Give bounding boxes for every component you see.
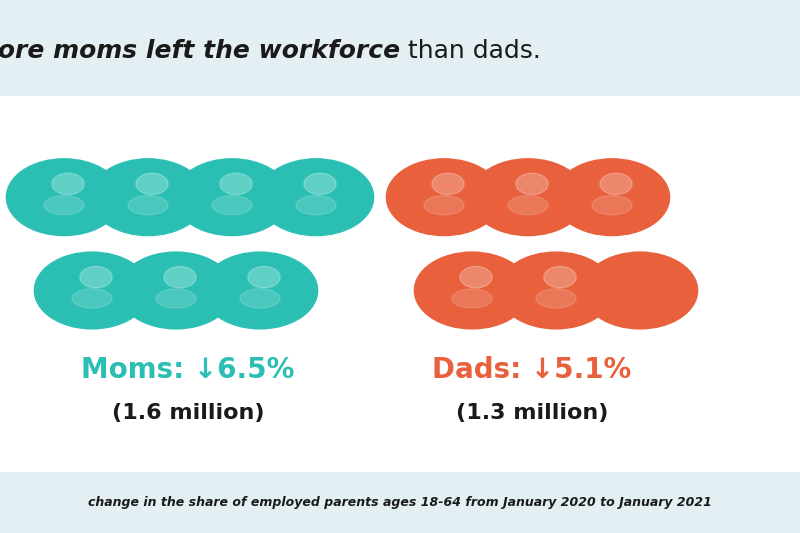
Bar <box>0 472 800 533</box>
Text: (1.3 million): (1.3 million) <box>456 403 608 423</box>
Circle shape <box>460 266 492 288</box>
Ellipse shape <box>592 196 632 215</box>
Circle shape <box>600 173 632 195</box>
Circle shape <box>220 173 252 195</box>
Circle shape <box>136 173 168 195</box>
Text: Dads: ↓5.1%: Dads: ↓5.1% <box>432 357 632 384</box>
Circle shape <box>554 159 670 236</box>
Ellipse shape <box>296 196 336 215</box>
Circle shape <box>258 159 374 236</box>
Ellipse shape <box>128 196 168 215</box>
Circle shape <box>52 173 84 195</box>
Circle shape <box>202 252 318 329</box>
Text: change in the share of employed parents ages 18-64 from January 2020 to January : change in the share of employed parents … <box>88 496 712 509</box>
Bar <box>0 0 800 96</box>
Ellipse shape <box>452 289 492 308</box>
Text: Moms: ↓6.5%: Moms: ↓6.5% <box>82 357 294 384</box>
Circle shape <box>304 173 336 195</box>
Circle shape <box>498 252 614 329</box>
Circle shape <box>516 173 548 195</box>
Circle shape <box>432 173 464 195</box>
Ellipse shape <box>240 289 280 308</box>
Circle shape <box>118 252 234 329</box>
Text: (1.6 million): (1.6 million) <box>112 403 264 423</box>
Ellipse shape <box>72 289 112 308</box>
Ellipse shape <box>424 196 464 215</box>
Ellipse shape <box>508 196 548 215</box>
Circle shape <box>90 159 206 236</box>
Circle shape <box>6 159 122 236</box>
Ellipse shape <box>156 289 196 308</box>
Circle shape <box>34 252 150 329</box>
Circle shape <box>174 159 290 236</box>
Circle shape <box>470 159 586 236</box>
Text: More moms left the workforce: More moms left the workforce <box>0 38 400 63</box>
Circle shape <box>414 252 530 329</box>
Text: than dads.: than dads. <box>400 38 541 63</box>
Circle shape <box>386 159 502 236</box>
Circle shape <box>544 266 576 288</box>
Circle shape <box>164 266 196 288</box>
Ellipse shape <box>44 196 84 215</box>
Ellipse shape <box>536 289 576 308</box>
Circle shape <box>80 266 112 288</box>
Ellipse shape <box>212 196 252 215</box>
Circle shape <box>248 266 280 288</box>
Circle shape <box>582 252 698 329</box>
